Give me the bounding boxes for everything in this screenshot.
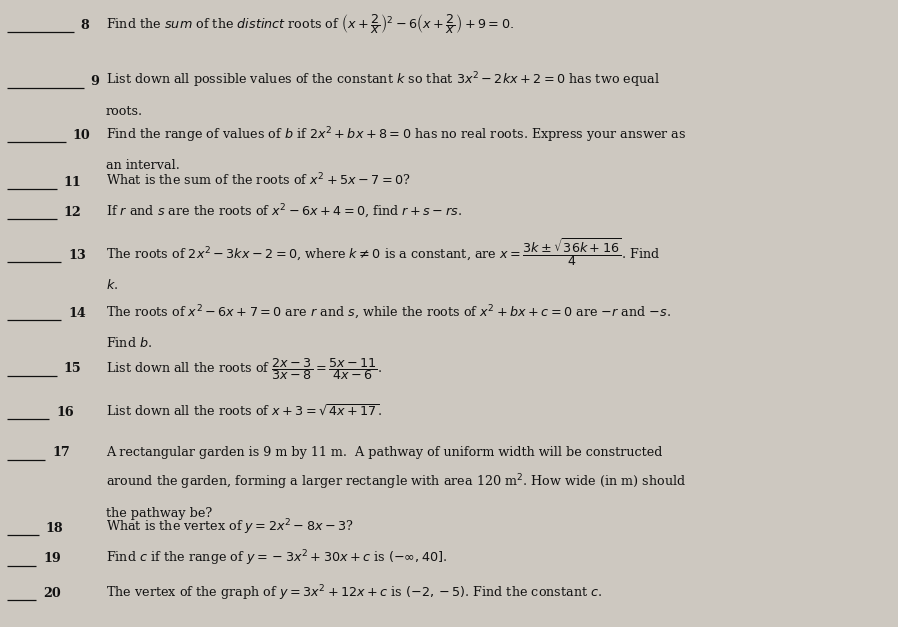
Text: List down all the roots of $x + 3 = \sqrt{4x+17}$.: List down all the roots of $x + 3 = \sqr… [106,404,383,419]
Text: 11: 11 [64,176,82,189]
Text: 18: 18 [46,522,64,535]
Text: the pathway be?: the pathway be? [106,507,212,520]
Text: What is the vertex of $y = 2x^2 - 8x - 3$?: What is the vertex of $y = 2x^2 - 8x - 3… [106,518,354,537]
Text: A rectangular garden is 9 m by 11 m.  A pathway of uniform width will be constru: A rectangular garden is 9 m by 11 m. A p… [106,446,663,460]
Text: 20: 20 [43,587,61,600]
Text: Find $c$ if the range of $y = -3x^2 + 30x + c$ is $(-\infty, 40]$.: Find $c$ if the range of $y = -3x^2 + 30… [106,549,447,568]
Text: 16: 16 [57,406,75,419]
Text: 19: 19 [43,552,61,566]
Text: 14: 14 [68,307,86,320]
Text: around the garden, forming a larger rectangle with area 120 m$^2$. How wide (in : around the garden, forming a larger rect… [106,473,686,492]
Text: roots.: roots. [106,105,143,118]
Text: 10: 10 [73,129,91,142]
Text: 17: 17 [52,446,70,460]
Text: Find the range of values of $b$ if $2x^2 + bx + 8 = 0$ has no real roots. Expres: Find the range of values of $b$ if $2x^2… [106,125,686,145]
Text: an interval.: an interval. [106,159,180,172]
Text: The vertex of the graph of $y = 3x^2 + 12x + c$ is $(-2,-5)$. Find the constant : The vertex of the graph of $y = 3x^2 + 1… [106,583,603,603]
Text: List down all possible values of the constant $k$ so that $3x^2 - 2kx + 2 = 0$ h: List down all possible values of the con… [106,71,660,90]
Text: 8: 8 [81,19,90,32]
Text: 15: 15 [64,362,82,376]
Text: 9: 9 [91,75,100,88]
Text: $k$.: $k$. [106,278,119,292]
Text: Find the $\mathit{sum}$ of the $\mathit{distinct}$ roots of $\left(x+\dfrac{2}{x: Find the $\mathit{sum}$ of the $\mathit{… [106,13,514,36]
Text: List down all the roots of $\dfrac{2x-3}{3x-8} = \dfrac{5x-11}{4x-6}$.: List down all the roots of $\dfrac{2x-3}… [106,356,383,382]
Text: The roots of $x^2 - 6x + 7 = 0$ are $r$ and $s$, while the roots of $x^2 + bx + : The roots of $x^2 - 6x + 7 = 0$ are $r$ … [106,304,671,322]
Text: If $r$ and $s$ are the roots of $x^2 - 6x + 4 = 0$, find $r + s - rs$.: If $r$ and $s$ are the roots of $x^2 - 6… [106,203,462,221]
Text: Find $b$.: Find $b$. [106,336,153,350]
Text: 12: 12 [64,206,82,219]
Text: The roots of $2x^2 - 3kx - 2 = 0$, where $k \neq 0$ is a constant, are $x = \dfr: The roots of $2x^2 - 3kx - 2 = 0$, where… [106,236,661,268]
Text: 13: 13 [68,249,86,262]
Text: What is the sum of the roots of $x^2 + 5x - 7 = 0$?: What is the sum of the roots of $x^2 + 5… [106,172,410,189]
